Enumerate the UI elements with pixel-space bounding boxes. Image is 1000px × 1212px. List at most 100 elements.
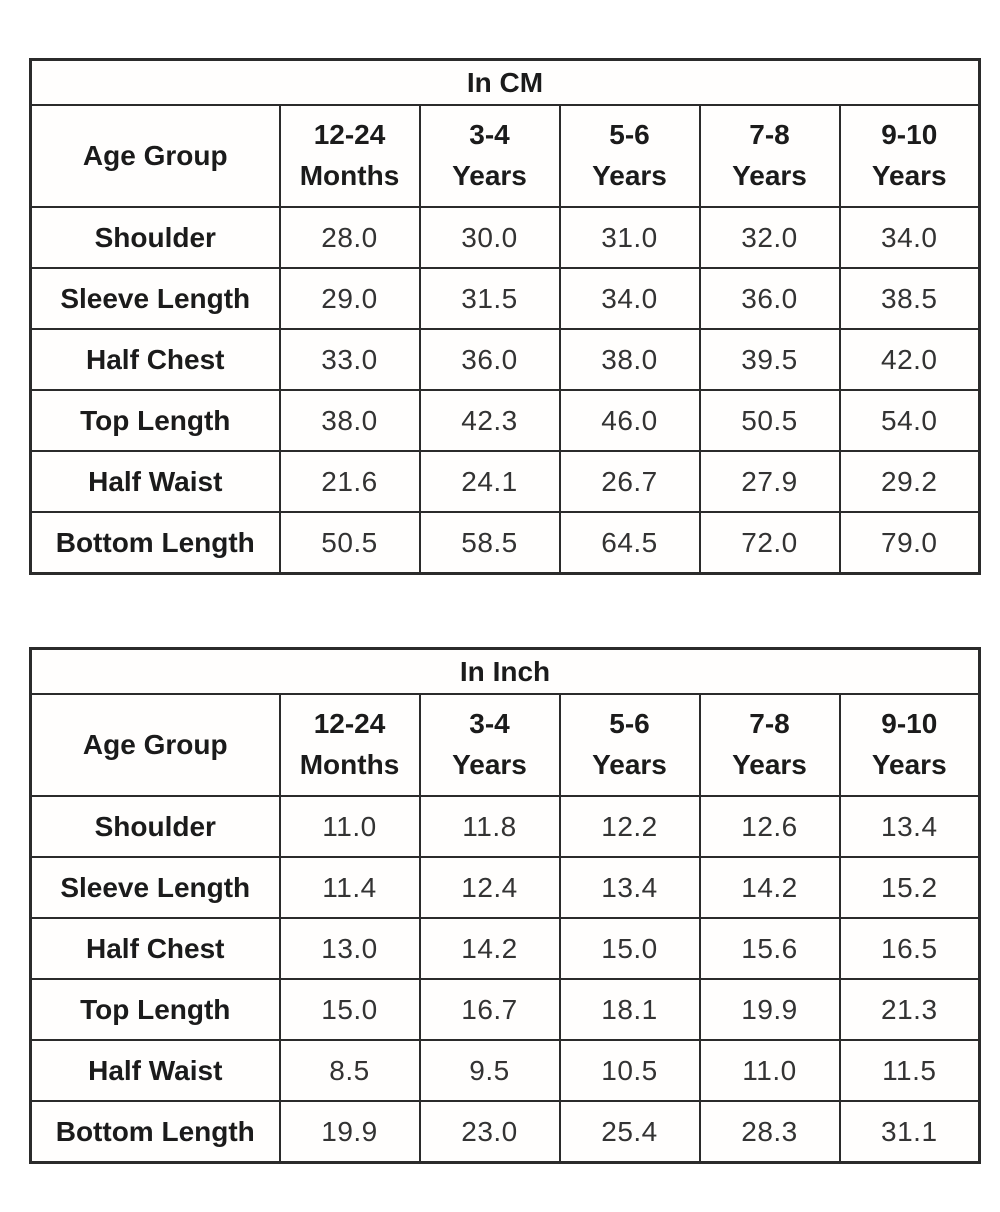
value-cell: 11.0 bbox=[278, 795, 421, 858]
value-cell: 15.0 bbox=[278, 978, 421, 1041]
row-label: Bottom Length bbox=[29, 1100, 281, 1164]
row-label: Half Chest bbox=[29, 917, 281, 980]
age-group-header: Age Group bbox=[29, 693, 281, 797]
age-group-header: Age Group bbox=[29, 104, 281, 208]
value-cell: 12.4 bbox=[418, 856, 561, 919]
value-cell: 46.0 bbox=[558, 389, 701, 452]
table-row-half-waist: Half Waist 21.6 24.1 26.7 27.9 29.2 bbox=[29, 450, 981, 513]
table-row-sleeve-length: Sleeve Length 29.0 31.5 34.0 36.0 38.5 bbox=[29, 267, 981, 330]
value-cell: 28.3 bbox=[698, 1100, 841, 1164]
value-cell: 38.5 bbox=[838, 267, 981, 330]
value-cell: 29.2 bbox=[838, 450, 981, 513]
column-header-line: Years bbox=[732, 749, 807, 780]
row-label: Half Waist bbox=[29, 450, 281, 513]
column-header-line: 7-8 bbox=[749, 119, 790, 151]
value-cell: 28.0 bbox=[278, 206, 421, 269]
value-cell: 24.1 bbox=[418, 450, 561, 513]
value-cell: 31.0 bbox=[558, 206, 701, 269]
table-header-row: Age Group 12-24 Months 3-4 Years 5-6 Yea… bbox=[29, 693, 981, 797]
value-cell: 34.0 bbox=[558, 267, 701, 330]
column-header-9-10-years: 9-10 Years bbox=[838, 693, 981, 797]
table-header-row: Age Group 12-24 Months 3-4 Years 5-6 Yea… bbox=[29, 104, 981, 208]
size-table-inch: In Inch Age Group 12-24 Months 3-4 Years… bbox=[29, 647, 982, 1164]
column-header-9-10-years: 9-10 Years bbox=[838, 104, 981, 208]
column-header-line: Years bbox=[871, 160, 947, 191]
value-cell: 29.0 bbox=[278, 267, 421, 330]
value-cell: 11.4 bbox=[278, 856, 421, 919]
value-cell: 42.0 bbox=[838, 328, 981, 391]
value-cell: 54.0 bbox=[838, 389, 981, 452]
table-row-bottom-length: Bottom Length 19.9 23.0 25.4 28.3 31.1 bbox=[29, 1100, 981, 1164]
column-header-line: Years bbox=[592, 160, 667, 191]
value-cell: 58.5 bbox=[418, 511, 561, 575]
row-label: Top Length bbox=[29, 389, 281, 452]
value-cell: 16.7 bbox=[418, 978, 561, 1041]
column-header-7-8-years: 7-8 Years bbox=[698, 104, 841, 208]
column-header-line: 5-6 bbox=[609, 708, 650, 740]
value-cell: 34.0 bbox=[838, 206, 981, 269]
value-cell: 36.0 bbox=[418, 328, 561, 391]
row-label: Sleeve Length bbox=[29, 267, 281, 330]
table-row-bottom-length: Bottom Length 50.5 58.5 64.5 72.0 79.0 bbox=[29, 511, 981, 575]
value-cell: 27.9 bbox=[698, 450, 841, 513]
value-cell: 38.0 bbox=[558, 328, 701, 391]
column-header-line: 3-4 bbox=[469, 119, 510, 151]
column-header-line: 12-24 bbox=[313, 708, 386, 740]
column-header-line: Years bbox=[452, 749, 527, 780]
table-row-sleeve-length: Sleeve Length 11.4 12.4 13.4 14.2 15.2 bbox=[29, 856, 981, 919]
value-cell: 13.4 bbox=[838, 795, 981, 858]
column-header-line: 9-10 bbox=[881, 119, 938, 151]
row-label: Shoulder bbox=[29, 206, 281, 269]
row-label: Shoulder bbox=[29, 795, 281, 858]
value-cell: 39.5 bbox=[698, 328, 841, 391]
value-cell: 13.0 bbox=[278, 917, 421, 980]
value-cell: 11.0 bbox=[698, 1039, 841, 1102]
column-header-line: Years bbox=[732, 160, 807, 191]
value-cell: 31.1 bbox=[838, 1100, 981, 1164]
value-cell: 16.5 bbox=[838, 917, 981, 980]
value-cell: 50.5 bbox=[698, 389, 841, 452]
value-cell: 14.2 bbox=[698, 856, 841, 919]
value-cell: 26.7 bbox=[558, 450, 701, 513]
row-label: Sleeve Length bbox=[29, 856, 281, 919]
row-label: Bottom Length bbox=[29, 511, 281, 575]
table-row-half-waist: Half Waist 8.5 9.5 10.5 11.0 11.5 bbox=[29, 1039, 981, 1102]
value-cell: 50.5 bbox=[278, 511, 421, 575]
table-title-row: In CM bbox=[29, 58, 981, 106]
value-cell: 21.6 bbox=[278, 450, 421, 513]
table-title: In CM bbox=[29, 58, 981, 106]
value-cell: 18.1 bbox=[558, 978, 701, 1041]
column-header-line: 3-4 bbox=[469, 708, 510, 740]
size-table-cm: In CM Age Group 12-24 Months 3-4 Years 5… bbox=[29, 58, 981, 575]
column-header-12-24-months: 12-24 Months bbox=[278, 693, 421, 797]
value-cell: 23.0 bbox=[418, 1100, 561, 1164]
column-header-line: Months bbox=[299, 160, 400, 191]
value-cell: 30.0 bbox=[418, 206, 561, 269]
value-cell: 12.6 bbox=[698, 795, 841, 858]
table-row-shoulder: Shoulder 11.0 11.8 12.2 12.6 13.4 bbox=[29, 795, 981, 858]
value-cell: 79.0 bbox=[838, 511, 981, 575]
value-cell: 8.5 bbox=[278, 1039, 421, 1102]
value-cell: 36.0 bbox=[698, 267, 841, 330]
value-cell: 19.9 bbox=[698, 978, 841, 1041]
table-title-row: In Inch bbox=[29, 647, 981, 695]
value-cell: 15.0 bbox=[558, 917, 701, 980]
table-row-half-chest: Half Chest 13.0 14.2 15.0 15.6 16.5 bbox=[29, 917, 981, 980]
column-header-5-6-years: 5-6 Years bbox=[558, 104, 701, 208]
column-header-line: Years bbox=[452, 160, 527, 191]
value-cell: 25.4 bbox=[558, 1100, 701, 1164]
value-cell: 9.5 bbox=[418, 1039, 561, 1102]
value-cell: 64.5 bbox=[558, 511, 701, 575]
value-cell: 32.0 bbox=[698, 206, 841, 269]
column-header-line: 5-6 bbox=[609, 119, 650, 151]
table-row-half-chest: Half Chest 33.0 36.0 38.0 39.5 42.0 bbox=[29, 328, 981, 391]
row-label: Half Waist bbox=[29, 1039, 281, 1102]
column-header-line: Years bbox=[871, 749, 947, 780]
column-header-3-4-years: 3-4 Years bbox=[418, 693, 561, 797]
value-cell: 11.5 bbox=[838, 1039, 981, 1102]
column-header-12-24-months: 12-24 Months bbox=[278, 104, 421, 208]
column-header-3-4-years: 3-4 Years bbox=[418, 104, 561, 208]
column-header-5-6-years: 5-6 Years bbox=[558, 693, 701, 797]
value-cell: 13.4 bbox=[558, 856, 701, 919]
